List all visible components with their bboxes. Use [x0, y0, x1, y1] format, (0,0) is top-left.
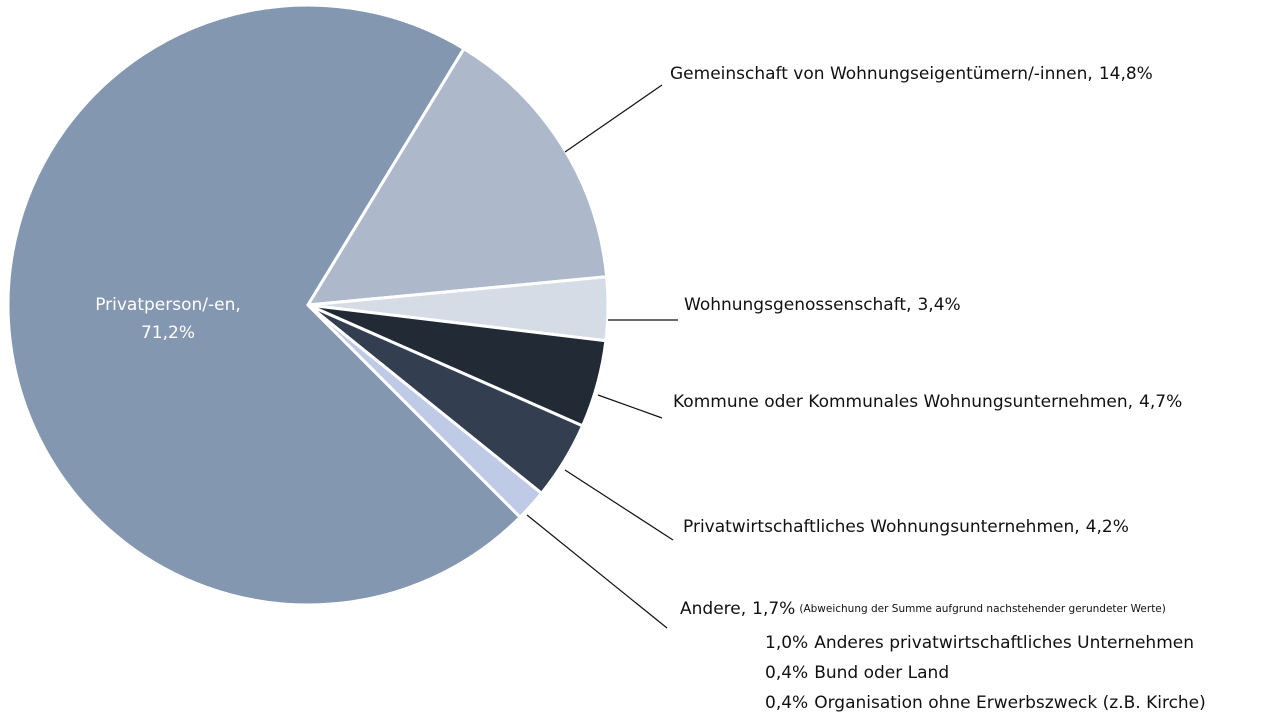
breakdown-item: 0,4% Organisation ohne Erwerbszweck (z.B.… — [765, 693, 1206, 713]
breakdown-share: 0,4% — [765, 693, 808, 713]
slice-value-label: 71,2% — [141, 323, 195, 343]
breakdown-name: Anderes privatwirtschaftliches Unternehm… — [814, 633, 1194, 653]
slice-value-label: 3,4% — [917, 295, 960, 315]
slice-label: Andere, 1,7% (Abweichung der Summe aufgrun… — [680, 599, 1166, 619]
slice-category: Andere, — [680, 599, 746, 619]
slice-category: Privatwirtschaftliches Wohnungsunternehm… — [683, 517, 1080, 537]
leader-line — [564, 84, 663, 153]
breakdown-share: 1,0% — [765, 633, 808, 653]
breakdown-item: 1,0% Anderes privatwirtschaftliches Unter… — [765, 633, 1194, 653]
breakdown-item: 0,4% Bund oder Land — [765, 663, 949, 683]
slice-category: Gemeinschaft von Wohnungseigentümern/-in… — [670, 64, 1093, 84]
leader-line — [526, 514, 668, 629]
pie-slice — [6, 3, 522, 607]
pie-slice — [306, 303, 544, 519]
breakdown-name: Bund oder Land — [814, 663, 949, 683]
pie-slice — [306, 47, 609, 307]
slice-category: Wohnungsgenossenschaft, — [684, 295, 911, 315]
slice-label: Privatperson/-en, — [95, 295, 241, 315]
slice-value-label: 14,8% — [1099, 64, 1153, 84]
slice-value-label: 4,7% — [1139, 392, 1182, 412]
slice-value-label: 4,2% — [1086, 517, 1129, 537]
slice-category: Kommune oder Kommunales Wohnungsunterneh… — [673, 392, 1133, 412]
slice-label: Privatwirtschaftliches Wohnungsunternehm… — [683, 517, 1129, 537]
slice-label: Kommune oder Kommunales Wohnungsunterneh… — [673, 392, 1182, 412]
slice-label: Wohnungsgenossenschaft, 3,4% — [684, 295, 961, 315]
leader-line — [564, 469, 674, 541]
leader-line — [597, 394, 663, 419]
slice-note: (Abweichung der Summe aufgrund nachstehe… — [799, 603, 1166, 615]
slice-value-label: 1,7% — [752, 599, 795, 619]
breakdown-name: Organisation ohne Erwerbszweck (z.B. Kir… — [814, 693, 1206, 713]
breakdown-share: 0,4% — [765, 663, 808, 683]
slice-label: Gemeinschaft von Wohnungseigentümern/-in… — [670, 64, 1153, 84]
